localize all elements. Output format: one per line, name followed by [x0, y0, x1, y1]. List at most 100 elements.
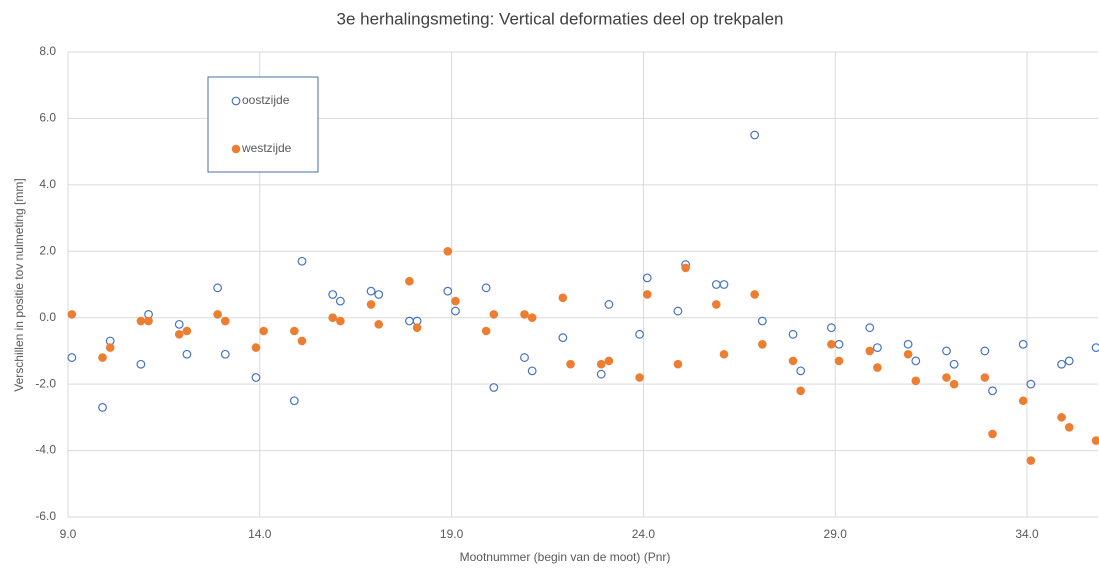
data-point	[136, 316, 146, 326]
data-point	[750, 130, 760, 140]
data-point	[374, 290, 384, 299]
y-tick-label: 4.0	[39, 177, 56, 191]
legend-label: oostzijde	[242, 93, 290, 107]
data-point	[1064, 423, 1074, 432]
data-point	[328, 290, 338, 299]
y-tick-label: -4.0	[35, 443, 56, 457]
data-point	[213, 310, 222, 319]
data-point	[750, 290, 759, 299]
data-point	[105, 343, 115, 352]
data-point	[520, 353, 529, 362]
data-point	[451, 306, 460, 316]
data-point	[988, 386, 997, 396]
data-point	[297, 256, 307, 266]
data-point	[144, 316, 153, 326]
x-tick-label: 14.0	[248, 527, 272, 541]
data-point	[443, 246, 453, 256]
y-tick-label: 6.0	[39, 111, 56, 125]
x-tick-label: 24.0	[632, 527, 656, 541]
data-point	[220, 349, 230, 359]
data-point	[1057, 413, 1066, 422]
data-point	[366, 300, 376, 309]
data-point	[174, 319, 184, 329]
x-tick-label: 34.0	[1015, 527, 1039, 541]
data-point	[1018, 339, 1028, 349]
data-point	[558, 293, 568, 303]
data-point	[1091, 343, 1099, 353]
data-point	[366, 286, 376, 296]
data-point	[335, 296, 345, 306]
data-point	[711, 280, 721, 289]
data-point	[289, 396, 299, 406]
data-point	[596, 369, 606, 379]
data-point	[827, 339, 836, 349]
data-point	[328, 313, 337, 323]
data-point	[903, 339, 913, 349]
data-point	[481, 326, 491, 336]
data-point	[834, 356, 844, 366]
data-point	[566, 359, 575, 369]
data-point	[1026, 379, 1036, 389]
y-tick-label: 2.0	[39, 243, 56, 257]
data-point	[681, 263, 690, 273]
data-point	[873, 363, 882, 372]
data-point	[980, 346, 990, 356]
legend-marker	[231, 96, 241, 106]
data-point	[174, 330, 184, 339]
data-point	[251, 373, 261, 382]
data-point	[796, 366, 806, 376]
data-point	[259, 326, 268, 336]
data-point	[596, 359, 606, 369]
x-tick-label: 9.0	[60, 527, 77, 541]
data-point	[527, 366, 537, 376]
data-point	[719, 280, 729, 289]
data-point	[182, 326, 192, 336]
data-point	[949, 359, 959, 369]
data-point	[942, 346, 951, 356]
data-point	[558, 333, 568, 343]
data-point	[796, 386, 806, 396]
data-point	[673, 306, 683, 316]
data-point	[67, 353, 77, 362]
data-point	[136, 359, 146, 369]
data-point	[604, 300, 614, 309]
data-point	[481, 283, 491, 293]
data-point	[903, 349, 913, 359]
legend-label: westzijde	[241, 141, 292, 155]
y-tick-label: -6.0	[35, 509, 56, 523]
data-point	[949, 379, 959, 389]
data-point	[98, 353, 107, 362]
data-point	[604, 356, 614, 366]
chart-title: 3e herhalingsmeting: Vertical deformatie…	[337, 9, 784, 28]
data-point	[673, 359, 683, 369]
data-point	[988, 429, 997, 439]
data-point	[642, 273, 652, 283]
data-point	[374, 320, 384, 329]
data-point	[980, 373, 990, 382]
data-point	[98, 402, 107, 412]
data-point	[873, 343, 882, 353]
data-point	[635, 373, 644, 382]
data-point	[213, 283, 223, 293]
data-point	[405, 316, 414, 326]
data-point	[826, 323, 836, 333]
y-tick-label: 8.0	[39, 44, 56, 58]
x-tick-label: 29.0	[824, 527, 848, 541]
legend-box	[207, 76, 319, 173]
data-point	[788, 329, 798, 339]
data-point	[911, 356, 921, 366]
data-point	[942, 373, 951, 382]
data-point	[443, 286, 453, 296]
data-point	[758, 339, 767, 349]
data-point	[405, 276, 414, 286]
data-point	[1057, 359, 1066, 369]
data-point	[251, 343, 261, 352]
data-point	[290, 326, 299, 336]
y-axis-title: Verschillen in positie tov nulmeting [mm…	[12, 178, 26, 391]
data-point	[489, 383, 499, 392]
data-point	[788, 356, 798, 366]
data-point	[489, 310, 499, 319]
data-point	[635, 329, 644, 339]
data-point	[865, 323, 875, 333]
